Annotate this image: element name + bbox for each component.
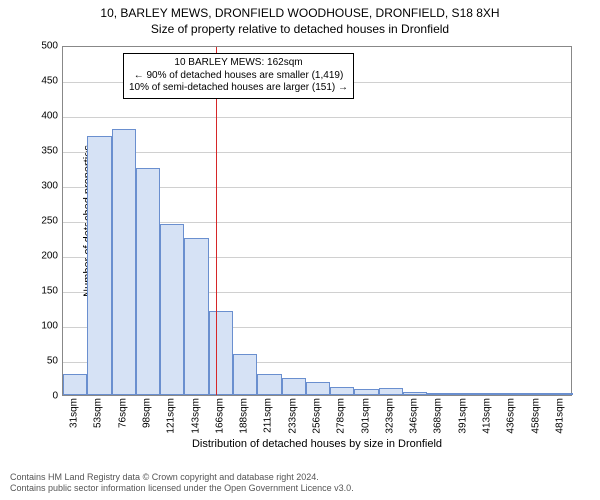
x-tick-label: 53sqm	[93, 398, 104, 428]
annotation-line: ← 90% of detached houses are smaller (1,…	[129, 70, 348, 83]
y-tick-label: 450	[18, 76, 58, 87]
x-tick-label: 436sqm	[506, 398, 517, 434]
footer-line-1: Contains HM Land Registry data © Crown c…	[10, 472, 354, 483]
annotation-box: 10 BARLEY MEWS: 162sqm← 90% of detached …	[123, 53, 354, 99]
histogram-bar	[549, 393, 573, 395]
x-tick-label: 121sqm	[166, 398, 177, 434]
y-tick-label: 100	[18, 321, 58, 332]
x-tick-label: 211sqm	[263, 398, 274, 433]
x-tick-label: 458sqm	[530, 398, 541, 434]
plot-region: 10 BARLEY MEWS: 162sqm← 90% of detached …	[62, 46, 572, 396]
x-tick-label: 301sqm	[360, 398, 371, 434]
x-tick-label: 76sqm	[117, 398, 128, 428]
title-main: 10, BARLEY MEWS, DRONFIELD WOODHOUSE, DR…	[0, 6, 600, 20]
histogram-bar	[160, 224, 184, 396]
histogram-bar	[87, 136, 111, 395]
x-tick-label: 143sqm	[190, 398, 201, 434]
x-tick-label: 98sqm	[142, 398, 153, 428]
x-axis-label: Distribution of detached houses by size …	[62, 438, 572, 450]
histogram-bar	[209, 311, 233, 395]
histogram-bar	[233, 354, 257, 395]
x-tick-label: 391sqm	[457, 398, 468, 434]
gridline	[63, 152, 571, 153]
histogram-bar	[112, 129, 136, 395]
histogram-bar	[379, 388, 403, 395]
marker-line	[216, 47, 217, 395]
histogram-bar	[452, 393, 476, 395]
x-tick-label: 233sqm	[287, 398, 298, 434]
annotation-line: 10 BARLEY MEWS: 162sqm	[129, 57, 348, 70]
y-tick-label: 400	[18, 111, 58, 122]
x-tick-label: 188sqm	[239, 398, 250, 434]
x-tick-label: 368sqm	[433, 398, 444, 434]
histogram-bar	[330, 387, 354, 395]
annotation-line: 10% of semi-detached houses are larger (…	[129, 82, 348, 95]
x-tick-label: 31sqm	[69, 398, 80, 428]
x-tick-label: 323sqm	[384, 398, 395, 434]
histogram-bar	[403, 392, 427, 396]
y-tick-label: 0	[18, 391, 58, 402]
histogram-bar	[282, 378, 306, 396]
y-tick-label: 300	[18, 181, 58, 192]
y-tick-label: 250	[18, 216, 58, 227]
histogram-bar	[257, 374, 281, 395]
x-tick-label: 346sqm	[409, 398, 420, 434]
histogram-bar	[136, 168, 160, 396]
x-tick-label: 256sqm	[312, 398, 323, 434]
histogram-bar	[354, 389, 378, 395]
histogram-bar	[63, 374, 87, 395]
x-tick-label: 413sqm	[482, 398, 493, 434]
chart-area: Number of detached properties 10 BARLEY …	[62, 46, 572, 396]
histogram-bar	[306, 382, 330, 395]
histogram-bar	[524, 393, 548, 395]
histogram-bar	[476, 393, 500, 395]
y-tick-label: 500	[18, 41, 58, 52]
x-tick-label: 166sqm	[214, 398, 225, 434]
y-tick-label: 150	[18, 286, 58, 297]
title-sub: Size of property relative to detached ho…	[0, 22, 600, 36]
y-tick-label: 50	[18, 356, 58, 367]
y-tick-label: 200	[18, 251, 58, 262]
footer-line-2: Contains public sector information licen…	[10, 483, 354, 494]
x-tick-label: 481sqm	[554, 398, 565, 434]
gridline	[63, 117, 571, 118]
histogram-bar	[500, 393, 524, 395]
x-tick-label: 278sqm	[336, 398, 347, 434]
histogram-bar	[184, 238, 208, 396]
histogram-bar	[427, 393, 451, 395]
footer-attribution: Contains HM Land Registry data © Crown c…	[10, 472, 354, 494]
y-tick-label: 350	[18, 146, 58, 157]
